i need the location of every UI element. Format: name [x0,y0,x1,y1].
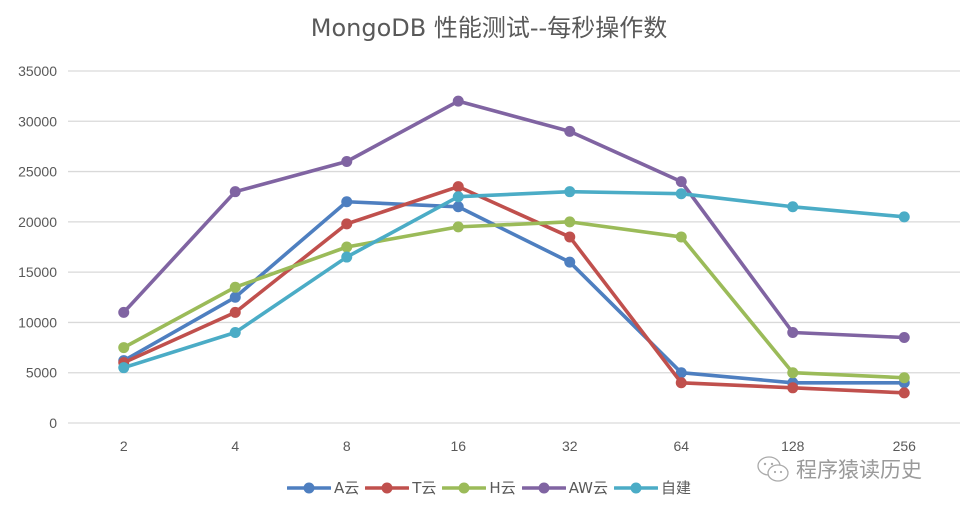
data-point [787,326,799,338]
y-axis: 0 5000 10000 15000 20000 25000 30000 35000 [18,63,57,431]
legend-label: A云 [333,479,360,497]
y-tick-label: 35000 [18,63,57,79]
data-point [675,188,687,200]
data-point [229,291,241,303]
legend-label: AW云 [568,479,608,497]
data-point [452,221,464,233]
watermark: 程序猿读历史 [756,454,922,484]
legend-marker-icon [286,482,331,493]
y-tick-label: 0 [49,415,57,431]
y-tick-label: 20000 [18,214,57,230]
x-tick-label: 8 [343,438,351,454]
legend-label: H云 [489,479,516,497]
legend-item: T云 [365,477,436,498]
data-point [564,256,576,268]
series-line [122,99,905,340]
series-line [122,220,905,380]
legend-marker-icon [613,482,658,493]
legend-item: A云 [286,477,360,498]
data-point [675,176,687,188]
data-point [787,367,799,379]
data-point [229,281,241,293]
data-point [341,218,353,230]
data-point [452,191,464,203]
legend-marker-icon [442,482,487,493]
data-point [118,306,130,318]
y-tick-label: 25000 [18,164,57,180]
data-point [564,216,576,228]
watermark-text: 程序猿读历史 [796,458,922,482]
data-point [229,326,241,338]
data-point [898,387,910,399]
x-tick-label: 4 [231,438,239,454]
gridlines [68,70,960,424]
series-4 [118,186,910,374]
series-line [122,199,905,385]
data-point [564,125,576,137]
data-point [341,251,353,263]
x-tick-label: 2 [120,438,128,454]
x-axis: 2 4 8 16 32 64 128 256 [120,438,916,454]
data-point [229,306,241,318]
x-tick-label: 256 [893,438,917,454]
legend-label: T云 [412,479,437,497]
legend-marker-icon [365,482,410,493]
series-line [123,189,905,370]
data-point [229,186,241,198]
series-1 [118,181,910,399]
series-lines [118,95,910,399]
legend-marker-icon [521,482,566,493]
chart-title: MongoDB 性能测试--每秒操作数 [310,14,668,42]
x-tick-label: 16 [450,438,466,454]
x-tick-label: 32 [562,438,578,454]
data-point [118,362,130,374]
data-point [675,231,687,243]
series-3 [118,95,910,344]
data-point [452,95,464,107]
data-point [564,186,576,198]
y-tick-label: 30000 [18,113,57,129]
x-tick-label: 64 [673,438,689,454]
y-tick-label: 10000 [18,314,57,330]
y-tick-label: 5000 [26,365,57,381]
data-point [898,211,910,223]
data-point [341,156,353,168]
data-point [787,382,799,394]
data-point [341,241,353,253]
data-point [675,367,687,379]
data-point [452,181,464,193]
series-line [123,184,905,395]
data-point [898,372,910,384]
y-tick-label: 15000 [18,264,57,280]
legend-item: AW云 [521,477,608,498]
data-point [564,231,576,243]
data-point [675,377,687,389]
data-point [787,201,799,213]
legend-item: 自建 [613,477,691,498]
data-point [452,201,464,213]
data-point [341,196,353,208]
legend: A云 T云 H云 AW云 自建 [0,477,978,498]
series-2 [118,216,910,384]
data-point [898,332,910,344]
legend-item: H云 [442,477,516,498]
wechat-icon [757,456,789,482]
legend-label: 自建 [660,479,691,497]
data-point [118,342,130,354]
x-tick-label: 128 [781,438,805,454]
